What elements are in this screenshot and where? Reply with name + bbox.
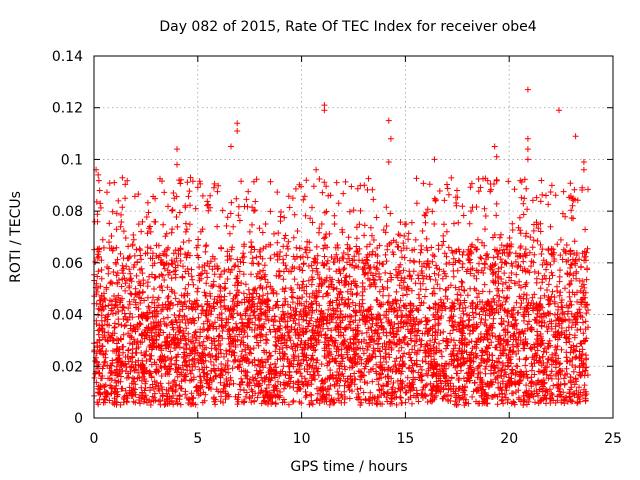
chart-title: Day 082 of 2015, Rate Of TEC Index for r… — [159, 19, 536, 35]
data-points — [91, 86, 591, 409]
x-tick-label: 25 — [604, 431, 622, 447]
y-tick-label: 0 — [74, 411, 83, 427]
x-tick-label: 5 — [193, 431, 202, 447]
x-tick-label: 20 — [500, 431, 518, 447]
x-tick-label: 0 — [90, 431, 99, 447]
axis-ticks — [93, 55, 614, 419]
y-tick-label: 0.1 — [61, 152, 83, 168]
y-tick-label: 0.08 — [52, 204, 83, 220]
plot-frame — [93, 55, 614, 419]
x-tick-label: 10 — [293, 431, 311, 447]
y-tick-label: 0.04 — [52, 308, 83, 324]
y-tick-labels: 0 0.02 0.04 0.06 0.08 0.1 0.12 0.14 — [52, 49, 83, 427]
x-tick-labels: 0 5 10 15 20 25 — [90, 431, 622, 447]
y-tick-label: 0.14 — [52, 49, 83, 65]
y-tick-label: 0.06 — [52, 256, 83, 272]
x-tick-label: 15 — [396, 431, 414, 447]
x-axis-label: GPS time / hours — [290, 459, 407, 475]
scatter-plus-markers — [91, 86, 591, 409]
y-tick-label: 0.12 — [52, 101, 83, 117]
y-axis-label: ROTI / TECUs — [8, 191, 24, 283]
y-tick-label: 0.02 — [52, 359, 83, 375]
